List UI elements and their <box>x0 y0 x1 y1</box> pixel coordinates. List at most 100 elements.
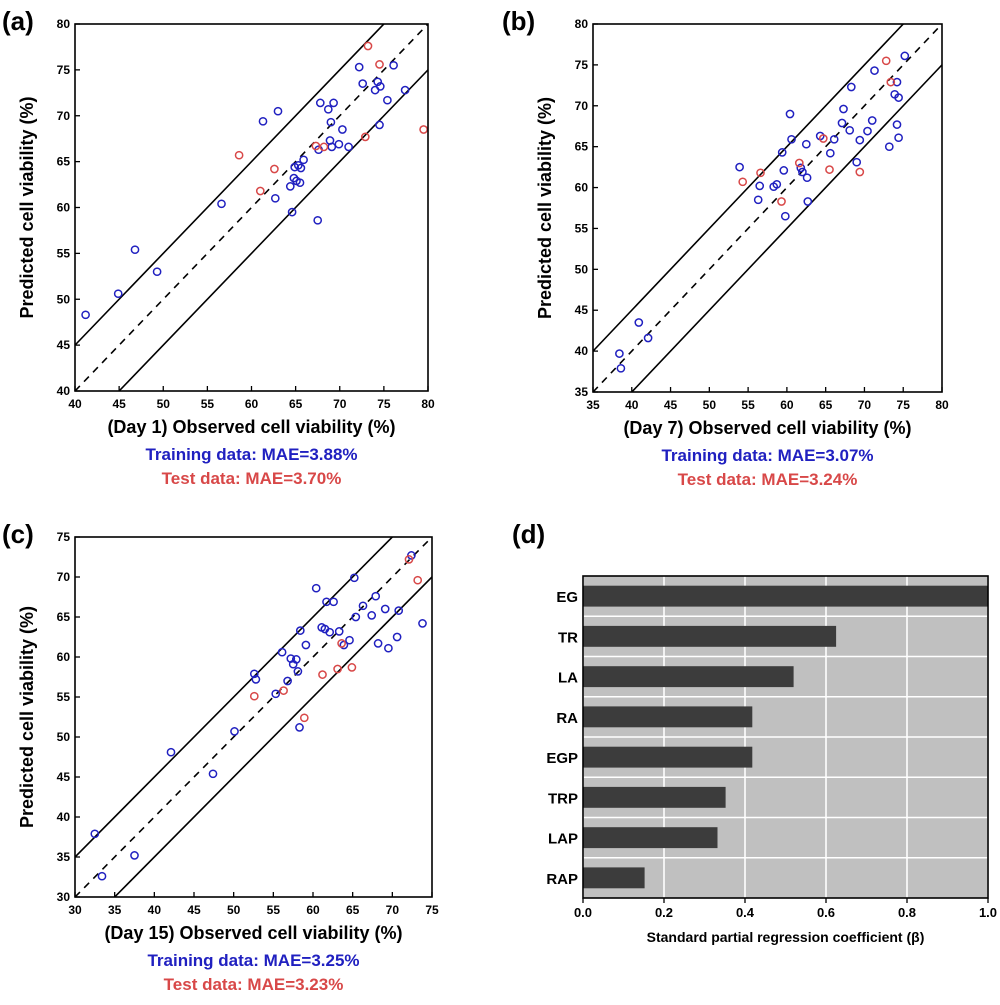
y-tick-label: 35 <box>575 385 589 399</box>
training-point <box>293 667 303 676</box>
plot-frame <box>592 23 943 393</box>
training-point <box>287 207 297 217</box>
y-tick-label: 65 <box>57 610 71 624</box>
panel-label-c: (c) <box>2 519 34 549</box>
y-tick-label: 45 <box>575 303 589 317</box>
plot-area <box>593 24 942 392</box>
y-tick-label: 55 <box>57 690 71 704</box>
training-point <box>394 606 404 615</box>
y-tick-label: 55 <box>575 221 589 235</box>
training-point <box>384 643 393 653</box>
x-tick-label: 55 <box>201 397 215 411</box>
training-point <box>258 116 268 126</box>
test-point <box>413 575 423 585</box>
y-tick-label: 40 <box>57 810 71 824</box>
training-point <box>798 167 807 177</box>
x-tick-label: 45 <box>187 903 201 917</box>
plot-area <box>75 537 432 897</box>
category-label: TRP <box>548 790 578 807</box>
bar-egp <box>583 746 753 768</box>
test-point <box>333 664 342 674</box>
test-point <box>419 125 428 134</box>
training-point <box>293 160 303 170</box>
test-point <box>881 56 891 66</box>
training-point <box>166 747 176 757</box>
x-tick-label: 50 <box>227 903 241 917</box>
y-tick-label: 60 <box>57 201 71 215</box>
panel-a: (a) 40 45 50 55 60 65 70 75 80 40 45 50 55 60 65 70 75 80 (… <box>2 6 435 488</box>
training-point <box>271 689 281 699</box>
category-label: EG <box>556 589 578 606</box>
y-tick-label: 60 <box>57 650 71 664</box>
x-tick-label: 50 <box>157 397 171 411</box>
test-point <box>375 60 384 69</box>
y-tick-label: 60 <box>575 181 589 195</box>
x-tick-label: 70 <box>333 397 347 411</box>
training-point <box>839 104 848 114</box>
training-point <box>643 333 653 343</box>
x-tick-label: 30 <box>68 903 82 917</box>
panel-label-a: (a) <box>2 6 34 36</box>
training-point <box>354 62 364 72</box>
y-tick-label: 40 <box>575 344 589 358</box>
training-point <box>277 647 287 657</box>
bar-ra <box>583 706 753 728</box>
training-point <box>351 612 361 622</box>
x-tick-label: 80 <box>935 398 949 412</box>
x-tick-label: 40 <box>148 903 162 917</box>
x-tick-label: 45 <box>112 397 126 411</box>
x-tick-label: 70 <box>858 398 872 412</box>
category-label: TR <box>558 629 578 646</box>
y-tick-label: 40 <box>57 384 71 398</box>
category-label: RAP <box>546 871 578 888</box>
training-point <box>802 173 812 183</box>
identity-line <box>75 24 428 391</box>
category-label: LAP <box>548 831 578 848</box>
test-point <box>318 670 327 679</box>
training-point <box>755 181 765 191</box>
training-point <box>329 597 338 607</box>
training-mae-label: Training data: MAE=3.07% <box>661 446 873 465</box>
panel-label-b: (b) <box>502 6 535 36</box>
training-point <box>803 197 813 206</box>
training-point <box>295 626 305 635</box>
x-tick-label: 65 <box>289 397 303 411</box>
bar-la <box>583 666 794 688</box>
y-tick-label: 80 <box>575 17 589 31</box>
training-point <box>326 117 336 127</box>
test-point <box>311 141 321 151</box>
training-point <box>344 142 353 152</box>
panel-d: (d) EG TR LA RA EGP TRP LAP RAP 0.0 0.2 0.4 0.6 0.8 1.… <box>512 519 997 945</box>
training-point <box>345 635 354 645</box>
test-point <box>404 555 414 564</box>
x-tick-label: 60 <box>780 398 794 412</box>
training-point <box>315 98 325 108</box>
x-axis-label: (Day 15) Observed cell viability (%) <box>104 923 402 943</box>
training-point <box>371 591 381 601</box>
training-point <box>855 135 865 145</box>
x-tick-label: 60 <box>306 903 320 917</box>
plot-area <box>75 24 428 391</box>
x-axis-label: (Day 7) Observed cell viability (%) <box>623 418 911 438</box>
bar-lap <box>583 827 718 849</box>
test-point <box>756 168 765 178</box>
upper-bound-line <box>75 24 385 346</box>
x-tick-label: 40 <box>68 397 82 411</box>
x-tick-label: 45 <box>664 398 678 412</box>
training-point <box>367 611 377 620</box>
training-point <box>325 627 335 637</box>
y-tick-label: 70 <box>57 109 71 123</box>
training-point <box>796 163 806 173</box>
test-point <box>337 639 346 648</box>
x-tick-label: 35 <box>586 398 600 412</box>
x-tick-label: 35 <box>108 903 122 917</box>
training-point <box>358 601 368 611</box>
training-mae-label: Training data: MAE=3.25% <box>147 951 359 970</box>
training-point <box>358 79 368 88</box>
training-point <box>349 573 359 583</box>
y-tick-label: 75 <box>57 63 71 77</box>
training-point <box>801 139 811 149</box>
test-point <box>886 77 896 87</box>
y-tick-label: 30 <box>57 890 71 904</box>
test-point <box>319 142 329 152</box>
